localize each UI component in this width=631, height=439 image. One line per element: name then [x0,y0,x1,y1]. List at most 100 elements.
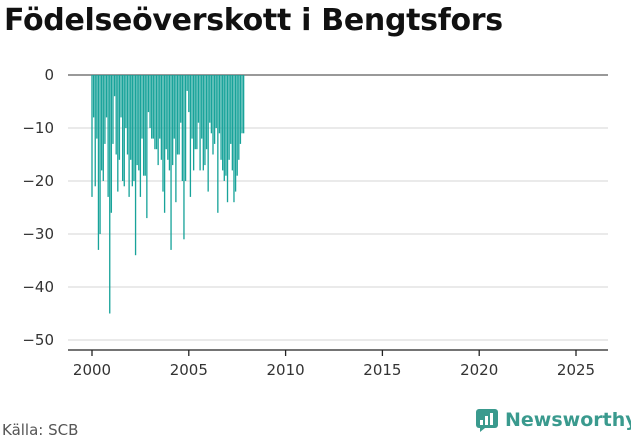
x-tick-label: 2010 [267,361,305,379]
bar [189,75,192,197]
y-tick-label: −20 [22,172,54,190]
bar [144,75,146,176]
bar [188,75,190,113]
bar [99,75,101,234]
bar [159,75,161,139]
brand[interactable]: Newsworthy [475,408,631,432]
source-label: Källa: SCB [2,421,79,439]
bar [176,75,179,155]
bar [215,75,217,128]
bar [204,75,206,166]
bar [213,75,216,144]
bar [113,75,116,97]
bar [147,75,150,113]
bar [131,75,133,187]
bar [126,75,129,155]
bar [183,75,185,240]
bar [184,75,187,181]
bar [130,75,132,160]
bar [201,75,203,139]
x-tick-label: 2000 [73,361,111,379]
bar [110,75,113,213]
bar [118,75,121,160]
bar [236,75,238,176]
bar [162,75,164,192]
bar [217,75,219,213]
bar [138,75,140,171]
bar [238,75,240,160]
bar [139,75,142,197]
bar [128,75,130,197]
bar [228,75,230,160]
bar [205,75,208,150]
bar [146,75,148,219]
bar [197,75,200,123]
bar [94,75,96,187]
bar [149,75,151,128]
bar [225,75,227,176]
x-tick-label: 2015 [363,361,401,379]
bar [165,75,167,150]
bar [151,75,153,139]
bar [181,75,184,181]
bar [192,75,195,171]
bar [178,75,180,155]
x-tick-label: 2020 [460,361,498,379]
bar [230,75,232,144]
newsworthy-logo-icon [476,409,498,432]
bar [223,75,225,181]
bar [133,75,135,181]
bar [154,75,156,150]
grid-lines [68,74,608,341]
bar [172,75,174,166]
bar [196,75,198,150]
bar [168,75,171,171]
bar [96,75,98,139]
y-tick-label: −50 [22,331,54,349]
bar [210,75,213,134]
bar [242,75,245,134]
bar [104,75,106,144]
x-tick-label: 2005 [170,361,208,379]
bar [220,75,222,160]
bar [136,75,138,166]
y-axis: 0 −10 −20 −30 −40 −50 [22,66,54,349]
bar [222,75,224,171]
bar [218,75,221,134]
bar [112,75,114,144]
chart-title: Födelseöverskott i Bengtsfors [4,3,503,38]
bar [142,75,145,176]
bar [155,75,158,150]
bar [97,75,100,250]
y-tick-label: 0 [44,66,54,84]
bar [160,75,163,160]
bar [101,75,103,171]
y-tick-label: −10 [22,119,54,137]
bar [163,75,166,213]
bar [123,75,125,187]
bars [91,75,245,314]
bar [167,75,169,160]
bar [102,75,104,181]
bar [241,75,243,134]
bar [121,75,124,181]
y-tick-label: −30 [22,225,54,243]
x-axis: 2000 2005 2010 2015 2020 2025 [68,349,608,379]
bar [234,75,237,192]
bar [233,75,235,203]
bar [109,75,111,314]
bar [117,75,119,192]
bar [199,75,201,171]
bar [202,75,204,171]
bar [134,75,137,256]
bar [170,75,172,250]
bar [115,75,117,155]
bar [239,75,242,144]
bar [92,75,95,118]
bar [212,75,214,155]
bar [91,75,93,197]
bar [207,75,209,192]
bar [194,75,196,150]
bar [173,75,175,139]
